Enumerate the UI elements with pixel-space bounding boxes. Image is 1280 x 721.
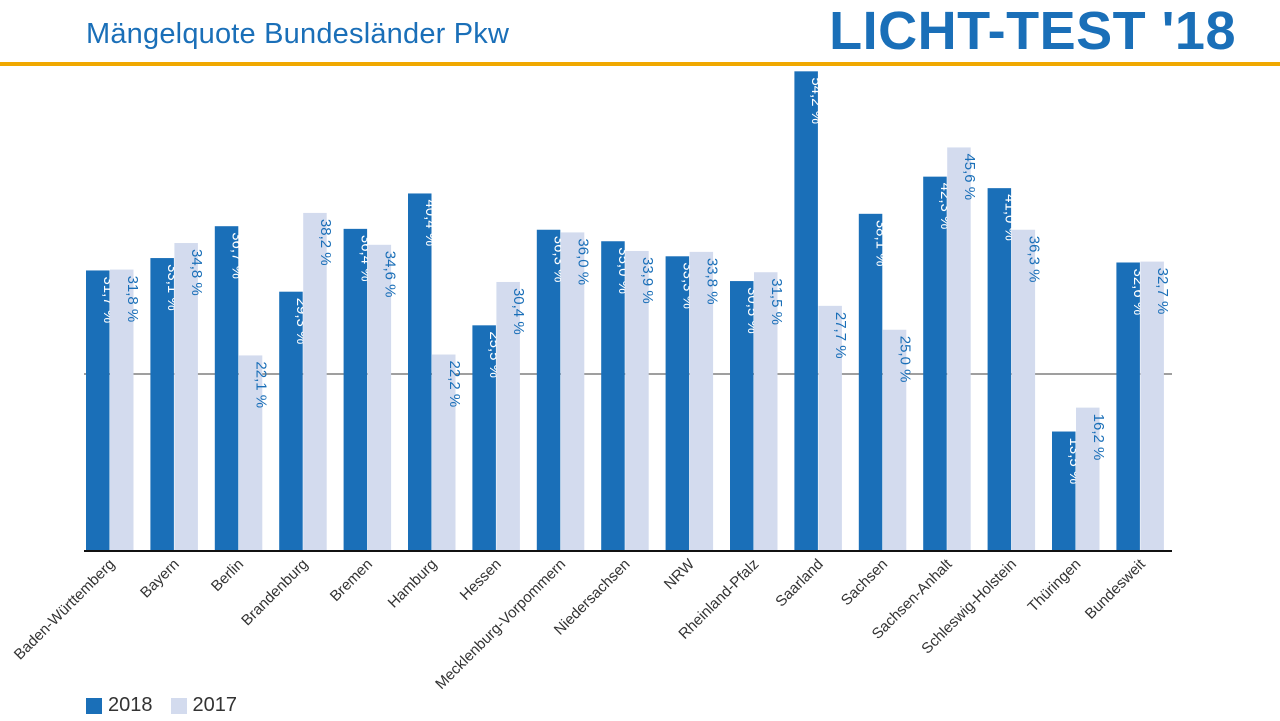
value-label-2017-15: 16,2 % xyxy=(1090,414,1107,461)
value-label-2018-12: 38,1 % xyxy=(873,220,890,267)
value-label-2018-11: 54,2 % xyxy=(808,77,825,124)
bar-2017-3 xyxy=(303,212,327,551)
bar-2018-1 xyxy=(150,258,174,551)
bar-2018-8 xyxy=(601,241,625,551)
value-label-2017-10: 31,5 % xyxy=(768,278,785,325)
bar-2018-16 xyxy=(1116,262,1140,551)
category-label-15: Thüringen xyxy=(1025,556,1085,616)
bar-2017-13 xyxy=(947,147,971,551)
category-label-1: Bayern xyxy=(137,556,183,602)
bar-2018-2 xyxy=(214,226,239,551)
bar-2018-3 xyxy=(279,291,303,551)
value-label-2017-13: 45,6 % xyxy=(961,153,978,200)
bar-2018-15 xyxy=(1052,431,1076,551)
legend-item-2017: 2017 xyxy=(170,694,238,717)
value-label-2017-3: 38,2 % xyxy=(317,219,334,266)
value-label-2017-16: 32,7 % xyxy=(1154,268,1171,315)
bar-2018-4 xyxy=(343,228,368,552)
value-label-2017-4: 34,6 % xyxy=(381,251,398,298)
bar-2017-2 xyxy=(238,355,263,551)
bar-2017-10 xyxy=(754,272,778,551)
brand-logo-text: LICHT-TEST '18 xyxy=(829,1,1236,61)
value-label-2017-5: 22,2 % xyxy=(446,361,463,408)
bar-2017-5 xyxy=(432,354,456,551)
bar-2017-15 xyxy=(1076,407,1100,551)
chart-legend: 2018 2017 xyxy=(86,694,237,717)
bar-2017-14 xyxy=(1011,229,1036,551)
value-label-2018-2: 36,7 % xyxy=(229,232,246,279)
bar-2018-11 xyxy=(794,71,818,551)
value-label-2018-5: 40,4 % xyxy=(422,199,439,246)
bar-2018-9 xyxy=(665,256,690,551)
category-label-4: Bremen xyxy=(327,556,376,605)
bar-2017-0 xyxy=(110,269,134,551)
value-label-2017-6: 30,4 % xyxy=(510,288,527,335)
category-label-3: Brandenburg xyxy=(238,556,311,629)
value-label-2017-2: 22,1 % xyxy=(253,361,270,408)
value-label-2017-11: 27,7 % xyxy=(832,312,849,359)
bar-2018-7 xyxy=(536,229,561,551)
category-label-2: Berlin xyxy=(208,556,247,595)
legend-item-2018: 2018 xyxy=(86,694,153,717)
bar-2018-10 xyxy=(730,281,754,551)
bar-2018-5 xyxy=(408,193,432,551)
legend-label-2018: 2018 xyxy=(108,694,153,716)
bar-2018-13 xyxy=(923,176,947,551)
value-label-2017-1: 34,8 % xyxy=(188,249,205,296)
bar-2017-11 xyxy=(818,305,842,551)
category-label-12: Sachsen xyxy=(838,556,891,609)
value-label-2017-14: 36,3 % xyxy=(1025,236,1042,283)
value-label-2017-7: 36,0 % xyxy=(575,238,592,285)
value-label-2017-0: 31,8 % xyxy=(124,276,141,323)
category-label-11: Saarland xyxy=(772,556,826,610)
bar-2017-7 xyxy=(560,232,585,551)
chart-title: Mängelquote Bundesländer Pkw xyxy=(86,18,510,50)
legend-label-2017: 2017 xyxy=(192,694,238,716)
category-label-9: NRW xyxy=(661,555,699,593)
legend-swatch-2018 xyxy=(86,697,102,714)
bar-2018-0 xyxy=(86,270,110,551)
category-label-0: Baden-Württemberg xyxy=(11,556,119,664)
header-accent-rule xyxy=(0,62,1280,66)
bar-2017-6 xyxy=(496,281,520,551)
category-label-7: Mecklenburg-Vorpommern xyxy=(432,556,569,690)
bar-2017-4 xyxy=(367,244,392,552)
bar-2017-8 xyxy=(625,250,649,552)
value-label-2017-12: 25,0 % xyxy=(897,336,914,383)
legend-swatch-2017 xyxy=(170,697,187,714)
value-label-2017-8: 33,9 % xyxy=(639,257,656,304)
category-label-16: Bundesweit xyxy=(1082,555,1149,622)
value-label-2017-9: 33,8 % xyxy=(703,258,720,305)
category-label-6: Hessen xyxy=(457,556,505,604)
bar-2018-6 xyxy=(472,325,496,551)
bar-2017-16 xyxy=(1140,261,1164,551)
value-label-2018-14: 41,0 % xyxy=(1001,194,1018,241)
category-label-5: Hamburg xyxy=(385,556,441,612)
bar-2017-9 xyxy=(689,251,714,551)
bar-2017-1 xyxy=(174,243,198,551)
bar-2018-14 xyxy=(987,188,1012,551)
bar-2017-12 xyxy=(882,329,907,551)
bar-2018-12 xyxy=(858,213,883,551)
